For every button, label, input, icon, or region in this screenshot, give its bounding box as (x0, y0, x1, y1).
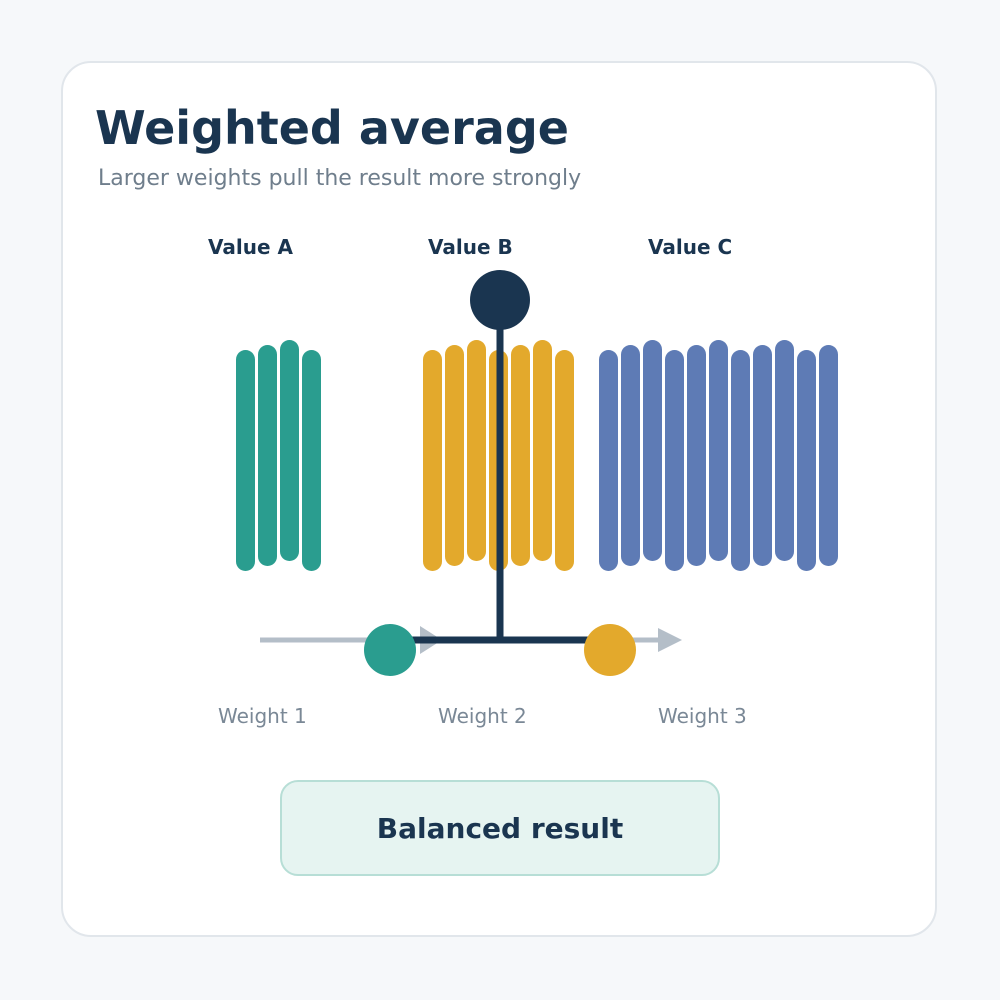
value-c-bar (643, 340, 662, 561)
value-a-bar (302, 350, 321, 571)
value-a-label: Value A (208, 235, 294, 259)
value-b-bar (423, 350, 442, 571)
pivot-knob (470, 270, 530, 330)
result-box: Balanced result (280, 780, 720, 876)
value-c-bar (819, 345, 838, 566)
weight-3-label: Weight 3 (658, 704, 747, 728)
value-c-bar (621, 345, 640, 566)
value-b-bar (511, 345, 530, 566)
value-c-bar (599, 350, 618, 571)
value-a-bars (236, 340, 321, 571)
value-b-label: Value B (428, 235, 513, 259)
value-b-bar (445, 345, 464, 566)
value-b-bar (533, 340, 552, 561)
value-c-bar (753, 345, 772, 566)
value-b-bar (555, 350, 574, 571)
value-b-bar (467, 340, 486, 561)
value-c-bar (709, 340, 728, 561)
value-c-bar (665, 350, 684, 571)
value-c-bar (731, 350, 750, 571)
value-a-bar (258, 345, 277, 566)
value-c-bar (687, 345, 706, 566)
weight-marker-1 (364, 624, 416, 676)
value-c-bar (797, 350, 816, 571)
weight-1-label: Weight 1 (218, 704, 307, 728)
weight-arrow-head-2 (658, 628, 682, 652)
weight-marker-2 (584, 624, 636, 676)
weight-2-label: Weight 2 (438, 704, 527, 728)
page-title: Weighted average (95, 101, 569, 155)
page-subtitle: Larger weights pull the result more stro… (98, 166, 582, 191)
result-label: Balanced result (376, 811, 624, 845)
value-c-label: Value C (648, 235, 732, 259)
value-a-bar (280, 340, 299, 561)
value-c-bars (599, 340, 838, 571)
value-c-bar (775, 340, 794, 561)
value-a-bar (236, 350, 255, 571)
